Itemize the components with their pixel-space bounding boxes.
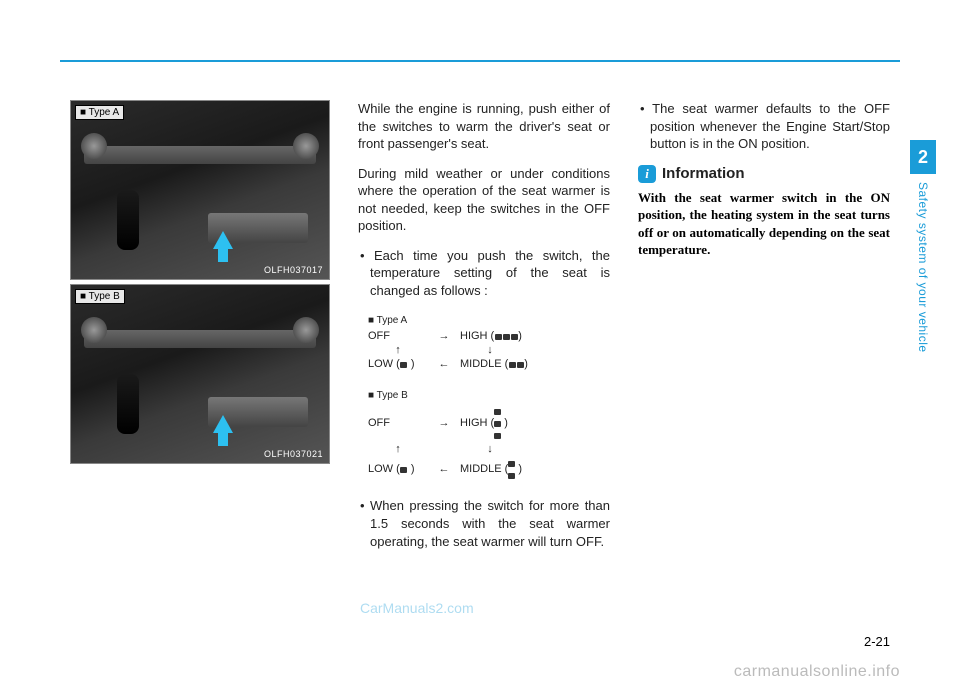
diag-b-middle: MIDDLE ( ) [460,457,522,481]
arrow-down-text-icon: ↓ [460,344,520,356]
arrow-up-text-icon: ↑ [368,443,428,455]
photo-code-a: OLFH037017 [264,265,323,275]
diag-a-off: OFF [368,330,428,342]
arrow-up-icon [213,415,233,433]
diag-a-low: LOW ( ) [368,358,428,370]
info-icon: i [638,165,656,183]
diagram-type-a: ■ Type A OFF → HIGH () ↑ ↓ LOW ( ) ← MID… [368,315,610,372]
column-right: The seat warmer defaults to the OFF posi… [638,100,890,562]
diag-a-middle: MIDDLE () [460,358,528,370]
diagram-a-label: ■ Type A [368,315,610,326]
para-engine-running: While the engine is running, push either… [358,100,610,153]
info-title: Information [662,165,745,182]
bullet-each-time: Each time you push the switch, the tempe… [358,247,610,300]
diagram-b-label: ■ Type B [368,390,610,401]
bullet-defaults-off: The seat warmer defaults to the OFF posi… [638,100,890,153]
arrow-right-icon: → [434,417,454,429]
diagram-type-b: ■ Type B OFF → HIGH ( ) ↑ ↓ LOW ( ) ← MI [368,390,610,483]
arrow-up-text-icon: ↑ [368,344,428,356]
column-middle: While the engine is running, push either… [358,100,610,562]
chapter-title: Safety system of your vehicle [916,182,930,353]
page-number: 2-21 [864,634,890,649]
diag-b-high: HIGH ( ) [460,405,520,441]
arrow-up-icon [213,231,233,249]
watermark-carmanuals2: CarManuals2.com [360,600,474,616]
diag-b-off: OFF [368,417,428,429]
chapter-number: 2 [910,140,936,174]
photo-type-b: ■ Type B OLFH037021 [70,284,330,464]
photo-label-a: ■ Type A [75,105,124,120]
top-rule [60,60,900,62]
diag-a-high: HIGH () [460,330,522,342]
photo-type-a: ■ Type A OLFH037017 [70,100,330,280]
photo-label-b: ■ Type B [75,289,125,304]
arrow-left-icon: ← [434,463,454,475]
watermark-carmanualsonline: carmanualsonline.info [734,663,900,681]
arrow-down-text-icon: ↓ [460,443,520,455]
information-heading: i Information [638,165,890,183]
photo-code-b: OLFH037021 [264,449,323,459]
column-photos: ■ Type A OLFH037017 ■ Type B OLFH037021 [70,100,330,562]
arrow-right-icon: → [434,330,454,342]
bullet-pressing-switch: When pressing the switch for more than 1… [358,497,610,550]
chapter-tab: 2 Safety system of your vehicle [910,140,936,420]
para-mild-weather: During mild weather or under conditions … [358,165,610,235]
page-content: ■ Type A OLFH037017 ■ Type B OLFH037021 … [70,100,890,562]
diag-b-low: LOW ( ) [368,463,428,475]
arrow-left-icon: ← [434,358,454,370]
info-body: With the seat warmer switch in the ON po… [638,189,890,259]
